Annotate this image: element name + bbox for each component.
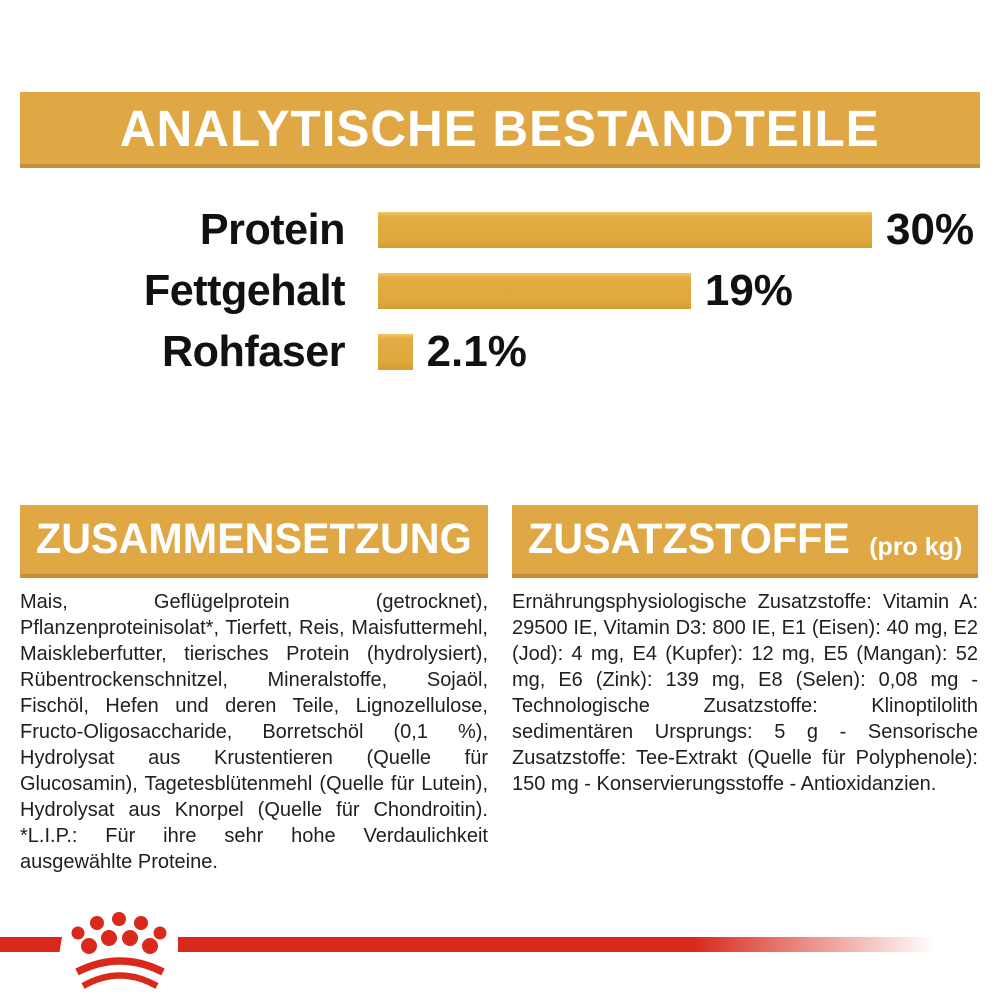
chart-bar-value: 19% bbox=[704, 266, 793, 315]
additives-body-text: Ernährungsphysiologische Zusatzstoffe: V… bbox=[512, 591, 978, 795]
chart-bar bbox=[378, 212, 872, 248]
chart-row-label: Protein bbox=[199, 205, 346, 254]
royal-canin-crown-icon bbox=[71, 912, 167, 989]
composition-section: ZUSAMMENSETZUNG Mais, Geflügelprotein (g… bbox=[20, 505, 488, 875]
additives-section: ZUSATZSTOFFE (pro kg) Ernährungsphysiolo… bbox=[512, 505, 978, 797]
bar-chart: Protein 30% Fettgehalt 19% Rohfaser 2.1% bbox=[0, 205, 1000, 390]
composition-body-text: Mais, Geflügelprotein (getrocknet), Pfla… bbox=[20, 591, 488, 873]
chart-row: Fettgehalt 19% bbox=[0, 266, 1000, 315]
chart-row-label: Rohfaser bbox=[162, 327, 345, 376]
chart-bar bbox=[378, 334, 413, 370]
chart-row: Rohfaser 2.1% bbox=[0, 327, 1000, 376]
analytical-constituents-banner: ANALYTISCHE BESTANDTEILE bbox=[20, 92, 980, 168]
chart-row-label: Fettgehalt bbox=[143, 266, 346, 315]
chart-bar bbox=[378, 273, 691, 309]
additives-title-suffix: (pro kg) bbox=[869, 533, 963, 561]
footer-stripe-right bbox=[178, 937, 935, 952]
additives-banner: ZUSATZSTOFFE (pro kg) bbox=[512, 505, 978, 578]
chart-row: Protein 30% bbox=[0, 205, 1000, 254]
chart-bar-value: 30% bbox=[886, 205, 975, 254]
footer-stripe-left bbox=[0, 937, 62, 952]
analytical-constituents-title: ANALYTISCHE BESTANDTEILE bbox=[120, 99, 880, 157]
composition-title: ZUSAMMENSETZUNG bbox=[36, 515, 472, 563]
composition-banner: ZUSAMMENSETZUNG bbox=[20, 505, 488, 578]
additives-title: ZUSATZSTOFFE bbox=[528, 515, 850, 563]
chart-bar-value: 2.1% bbox=[426, 327, 527, 376]
